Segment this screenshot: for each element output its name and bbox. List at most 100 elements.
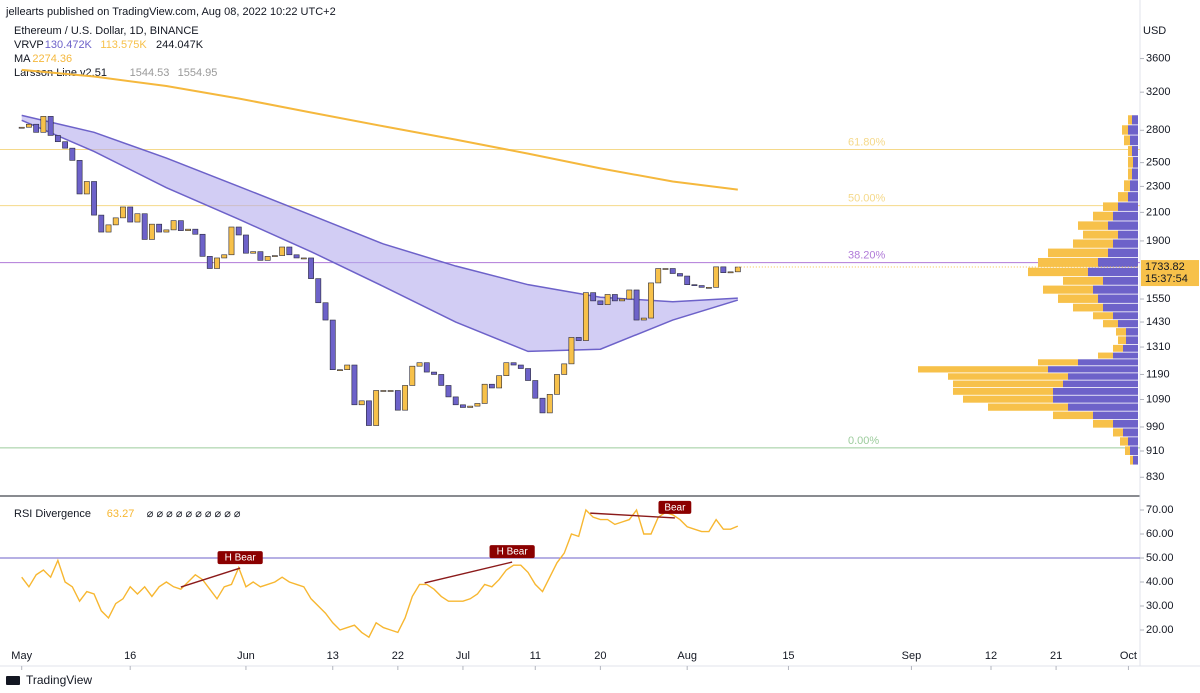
y-tick-label: 1430 xyxy=(1146,316,1170,328)
candle xyxy=(713,266,720,288)
y-tick-label: 990 xyxy=(1146,421,1164,433)
ma-readout: 2274.36 xyxy=(32,53,72,65)
candle xyxy=(243,234,249,254)
profile-up xyxy=(1043,285,1093,294)
profile-up xyxy=(1124,135,1130,146)
profile-up xyxy=(1038,257,1098,267)
profile-up xyxy=(1093,312,1113,320)
candle xyxy=(546,394,553,414)
profile-up xyxy=(1078,221,1108,230)
profile-down xyxy=(1088,267,1138,277)
vrvp-readout: 113.575K xyxy=(100,39,147,51)
candle xyxy=(91,181,97,216)
candle xyxy=(467,405,474,408)
profile-down xyxy=(1108,221,1138,230)
candle xyxy=(727,271,734,274)
profile-up xyxy=(1113,344,1123,352)
y-tick-label: 1310 xyxy=(1146,341,1170,353)
profile-up xyxy=(1038,359,1078,366)
profile-down xyxy=(1132,146,1138,157)
candle xyxy=(626,289,633,300)
candle xyxy=(734,266,741,273)
profile-down xyxy=(1130,180,1138,192)
x-tick-label: Jun xyxy=(237,650,255,662)
candle xyxy=(590,292,597,302)
rsi-title: RSI Divergence xyxy=(14,508,91,520)
divergence-tag xyxy=(217,551,263,565)
candle xyxy=(481,383,488,404)
profile-down xyxy=(1113,352,1138,359)
candle xyxy=(300,257,307,260)
candle xyxy=(83,181,90,195)
candle xyxy=(423,362,430,373)
candle xyxy=(387,390,394,392)
candle xyxy=(416,362,423,367)
candle xyxy=(134,213,141,223)
profile-down xyxy=(1133,455,1138,465)
candle xyxy=(611,294,618,302)
profile-down xyxy=(1132,168,1138,180)
profile-up xyxy=(1083,230,1118,239)
fib-label: 38.20% xyxy=(848,250,886,262)
candle xyxy=(199,233,206,257)
currency: USD xyxy=(1143,25,1166,37)
profile-up xyxy=(1116,328,1126,336)
candle xyxy=(669,268,676,274)
profile-up xyxy=(1128,146,1132,157)
larsson-readout: 1544.53 xyxy=(130,67,170,79)
divergence-line xyxy=(424,561,513,584)
x-tick-label: 11 xyxy=(530,650,541,662)
candle xyxy=(373,390,380,426)
profile-down xyxy=(1068,403,1138,411)
candle xyxy=(141,213,148,240)
candle xyxy=(170,220,177,231)
candle xyxy=(337,369,343,372)
profile-down xyxy=(1113,239,1138,248)
x-tick-label: Aug xyxy=(677,650,697,662)
profile-down xyxy=(1078,359,1138,366)
profile-down xyxy=(1128,437,1138,446)
candle xyxy=(655,268,662,284)
candle xyxy=(619,298,625,302)
rsi-y-tick-label: 50.00 xyxy=(1146,552,1174,564)
profile-down xyxy=(1068,373,1138,380)
profile-down xyxy=(1118,230,1138,239)
y-tick-label: 2300 xyxy=(1146,180,1170,192)
candle xyxy=(163,229,170,233)
candle xyxy=(431,371,437,375)
profile-down xyxy=(1103,276,1138,285)
profile-down xyxy=(1133,157,1138,168)
profile-up xyxy=(1118,192,1128,202)
brand: TradingView xyxy=(26,673,92,687)
candle xyxy=(488,383,495,389)
candle xyxy=(315,278,322,304)
divergence-line xyxy=(180,567,241,588)
candle xyxy=(221,254,228,259)
divergence-label: H Bear xyxy=(497,547,529,558)
candle xyxy=(532,380,539,399)
candle xyxy=(503,362,510,376)
candle xyxy=(257,251,264,261)
candle xyxy=(33,123,40,133)
y-tick-label: 3600 xyxy=(1146,52,1170,64)
candle xyxy=(177,220,184,231)
candle xyxy=(250,251,257,254)
profile-down xyxy=(1113,312,1138,320)
profile-up xyxy=(1098,352,1113,359)
candle xyxy=(575,337,582,341)
candle xyxy=(640,317,647,321)
profile-up xyxy=(1063,276,1103,285)
fib-label: 0.00% xyxy=(848,435,879,447)
candle xyxy=(120,206,126,219)
profile-up xyxy=(1120,437,1128,446)
candle xyxy=(554,374,560,395)
candle xyxy=(322,302,329,321)
divergence-label: Bear xyxy=(664,503,686,514)
divergence-line xyxy=(590,512,675,519)
y-tick-label: 2100 xyxy=(1146,206,1170,218)
profile-down xyxy=(1126,336,1138,345)
rsi-y-tick-label: 40.00 xyxy=(1146,576,1174,588)
profile-up xyxy=(963,395,1053,403)
y-tick-label: 830 xyxy=(1146,471,1164,483)
candle xyxy=(705,287,712,289)
